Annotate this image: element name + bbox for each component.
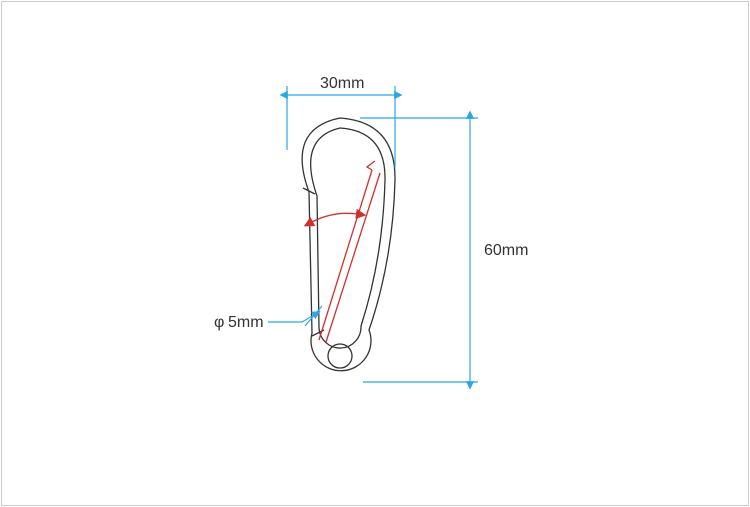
canvas-frame bbox=[1, 1, 749, 506]
